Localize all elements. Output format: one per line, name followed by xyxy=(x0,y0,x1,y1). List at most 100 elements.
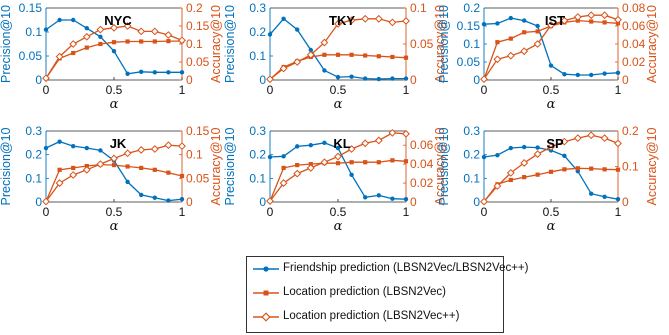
data-point-circle xyxy=(589,191,594,196)
data-point-diamond xyxy=(96,160,105,169)
data-point-diamond xyxy=(480,197,488,206)
data-point-circle xyxy=(98,148,103,153)
legend-entry-friendship: Friendship prediction (LBSN2Vec/LBSN2Vec… xyxy=(251,260,528,278)
data-point-diamond xyxy=(164,31,173,39)
y-right-axis-label: Accuracy@10 xyxy=(209,5,223,83)
legend-marker-filled-circle xyxy=(253,266,279,272)
data-point-square xyxy=(281,165,286,171)
data-point-circle xyxy=(376,193,381,198)
x-axis-label: α xyxy=(547,97,556,112)
y-left-axis-label: Precision@10 xyxy=(437,127,451,205)
data-point-circle xyxy=(508,145,513,151)
y-right-tick-label: 0 xyxy=(186,195,193,209)
y-right-tick-label: 0.1 xyxy=(186,148,203,162)
data-point-square xyxy=(349,160,354,165)
data-point-diamond xyxy=(600,134,609,143)
data-point-diamond xyxy=(96,25,105,34)
y-right-tick-label: 0 xyxy=(622,73,629,87)
y-right-tick-label: 0.08 xyxy=(622,1,646,15)
data-point-circle xyxy=(71,143,76,149)
x-tick-label: 1 xyxy=(179,83,186,97)
x-axis-label: α xyxy=(334,219,343,234)
data-point-diamond xyxy=(506,51,515,60)
data-point-diamond xyxy=(334,152,342,161)
data-point-diamond xyxy=(55,179,64,187)
series-line-filled-square xyxy=(269,159,407,202)
data-point-circle xyxy=(481,22,487,27)
data-point-circle xyxy=(589,72,594,78)
panel-title: SP xyxy=(546,136,564,151)
x-tick-label: 0 xyxy=(481,205,488,219)
x-tick-label: 1 xyxy=(179,205,186,219)
data-point-circle xyxy=(535,23,540,29)
x-tick-label: 1 xyxy=(403,83,410,97)
data-point-diamond xyxy=(402,129,410,138)
y-right-tick-label: 0 xyxy=(410,195,417,209)
y-left-tick-label: 0.2 xyxy=(463,148,480,162)
data-point-circle xyxy=(615,70,621,76)
data-point-diamond xyxy=(560,137,569,146)
data-point-circle xyxy=(43,145,49,151)
x-tick-label: 1 xyxy=(615,83,622,97)
y-right-tick-label: 0.1 xyxy=(186,37,203,51)
data-point-diamond xyxy=(573,13,582,21)
data-point-diamond xyxy=(178,142,186,151)
data-point-diamond xyxy=(55,52,64,61)
panel-title: NYC xyxy=(104,13,132,28)
data-point-square xyxy=(152,39,157,44)
data-point-diamond xyxy=(547,21,555,30)
x-tick-label: 0.5 xyxy=(330,205,347,219)
y-right-axis-label: Accuracy@10 xyxy=(433,5,447,83)
data-point-square xyxy=(589,166,594,171)
data-point-diamond xyxy=(110,154,118,163)
data-point-circle xyxy=(602,194,607,199)
x-axis-label: α xyxy=(334,97,343,112)
data-point-square xyxy=(363,160,368,165)
data-point-circle xyxy=(363,195,368,200)
data-point-diamond xyxy=(266,75,274,84)
data-point-square xyxy=(139,39,144,44)
y-right-tick-label: 0.05 xyxy=(186,171,210,185)
data-point-square xyxy=(166,170,171,175)
data-point-circle xyxy=(125,71,130,76)
chart-legend: Friendship prediction (LBSN2Vec/LBSN2Vec… xyxy=(246,256,528,333)
y-left-tick-label: 0.3 xyxy=(249,1,266,15)
legend-label-location-lbsn2vec: Location prediction (LBSN2Vec) xyxy=(283,286,447,298)
data-point-square xyxy=(602,167,607,172)
data-point-diamond xyxy=(150,145,159,153)
data-point-diamond xyxy=(573,134,582,143)
data-point-square xyxy=(548,169,554,174)
y-left-tick-label: 0.1 xyxy=(463,37,480,51)
x-tick-label: 0.5 xyxy=(543,83,560,97)
x-tick-label: 0 xyxy=(481,83,488,97)
data-point-diamond xyxy=(178,36,186,45)
x-tick-label: 0 xyxy=(267,83,274,97)
y-right-tick-label: 0.05 xyxy=(410,37,434,51)
data-point-circle xyxy=(111,49,117,54)
y-left-tick-label: 0 xyxy=(473,73,480,87)
data-point-diamond xyxy=(137,27,146,36)
data-point-circle xyxy=(98,34,103,39)
y-right-tick-label: 0 xyxy=(410,73,417,87)
data-point-circle xyxy=(295,144,300,149)
data-point-circle xyxy=(281,154,286,159)
y-left-tick-label: 0 xyxy=(259,73,266,87)
data-point-square xyxy=(376,54,381,59)
panel-kl: 0 0.5 100.10.20.300.020.040.06Precision@10… xyxy=(223,124,447,234)
data-point-diamond xyxy=(547,143,555,151)
data-point-circle xyxy=(535,145,540,150)
y-left-tick-label: 0.15 xyxy=(19,1,43,15)
data-point-circle xyxy=(166,198,171,203)
data-point-circle xyxy=(166,70,171,75)
data-point-square xyxy=(98,41,103,47)
data-point-circle xyxy=(349,172,354,177)
x-tick-label: 0.5 xyxy=(330,83,347,97)
data-point-circle xyxy=(376,76,381,82)
data-point-diamond xyxy=(279,64,288,73)
data-point-diamond xyxy=(293,58,302,66)
data-point-circle xyxy=(562,72,567,77)
data-point-circle xyxy=(152,195,157,200)
y-left-tick-label: 0.1 xyxy=(25,25,42,39)
data-point-circle xyxy=(390,196,395,201)
data-point-square xyxy=(84,45,89,50)
